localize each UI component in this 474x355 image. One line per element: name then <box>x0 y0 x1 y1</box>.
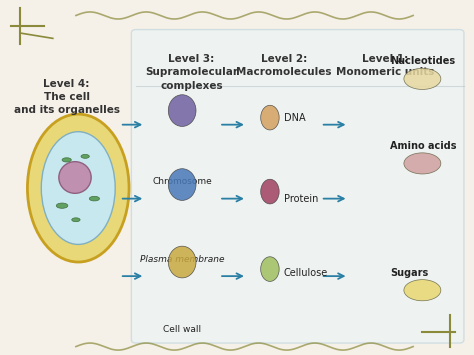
Ellipse shape <box>89 196 100 201</box>
Text: Amino acids: Amino acids <box>390 141 456 151</box>
Ellipse shape <box>404 68 441 89</box>
Text: Protein: Protein <box>284 193 318 204</box>
Text: Cell wall: Cell wall <box>163 326 201 334</box>
Text: Level 1:
Monomeric units: Level 1: Monomeric units <box>336 54 435 77</box>
Ellipse shape <box>168 95 196 126</box>
Ellipse shape <box>404 280 441 301</box>
Text: Level 2:
Macromolecules: Level 2: Macromolecules <box>236 54 331 77</box>
Ellipse shape <box>62 158 71 162</box>
Ellipse shape <box>261 105 279 130</box>
Ellipse shape <box>41 132 115 245</box>
Text: Chromosome: Chromosome <box>152 178 212 186</box>
Text: Plasma membrane: Plasma membrane <box>140 255 224 264</box>
Ellipse shape <box>168 169 196 200</box>
Ellipse shape <box>27 114 129 262</box>
FancyBboxPatch shape <box>131 29 464 343</box>
Text: Level 4:
The cell
and its organelles: Level 4: The cell and its organelles <box>14 79 119 115</box>
Text: Cellulose: Cellulose <box>284 268 328 278</box>
Text: DNA: DNA <box>284 113 305 122</box>
Ellipse shape <box>81 154 89 158</box>
Text: Level 3:
Supramolecular
complexes: Level 3: Supramolecular complexes <box>145 54 238 91</box>
Ellipse shape <box>261 257 279 282</box>
Text: Sugars: Sugars <box>390 268 428 278</box>
Ellipse shape <box>404 153 441 174</box>
Ellipse shape <box>59 162 91 193</box>
Ellipse shape <box>261 179 279 204</box>
Ellipse shape <box>56 203 68 208</box>
Text: Nucleotides: Nucleotides <box>390 56 455 66</box>
Ellipse shape <box>72 218 80 222</box>
Ellipse shape <box>168 246 196 278</box>
